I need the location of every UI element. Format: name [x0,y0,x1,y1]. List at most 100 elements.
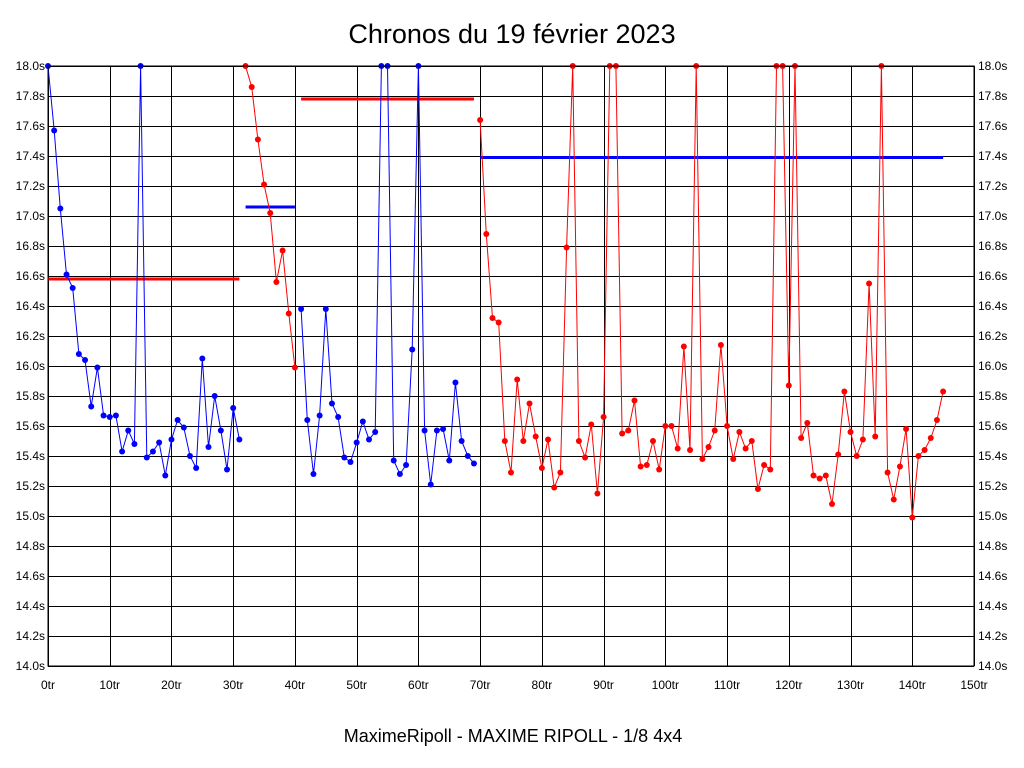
data-point [619,430,626,437]
data-point [575,438,582,444]
data-point [230,405,237,411]
data-point [853,453,860,459]
data-point [909,514,916,521]
data-point [82,357,89,363]
data-point [588,421,595,428]
data-point [668,423,675,429]
data-point [328,400,335,407]
data-point [520,438,527,444]
data-point [538,465,545,471]
y-tick-label-left: 16.6s [16,269,45,283]
y-tick-label-left: 17.0s [16,209,45,223]
data-point [261,181,268,188]
y-tick-label-right: 17.8s [978,89,1007,103]
x-tick-label: 70tr [470,678,491,692]
data-point [649,438,656,444]
data-point [193,465,200,471]
data-point [754,486,761,492]
data-point [884,469,891,476]
y-tick-label-right: 15.6s [978,419,1007,433]
x-tick-label: 140tr [899,678,926,692]
data-point [452,379,459,386]
data-point [532,433,539,440]
data-point [427,481,434,488]
y-tick-label-right: 15.0s [978,509,1007,523]
data-point [254,136,261,143]
data-point [199,355,206,362]
y-tick-label-right: 17.4s [978,149,1007,163]
data-point [131,441,138,447]
data-point [915,453,922,459]
data-point [483,231,490,237]
data-point [409,346,416,353]
data-point [180,424,187,431]
x-tick-label: 30tr [223,678,244,692]
data-point [322,306,329,312]
data-point [903,426,910,432]
data-point [625,427,632,434]
y-tick-label-right: 17.0s [978,209,1007,223]
data-point [267,210,274,216]
data-point [582,454,589,461]
data-point [396,471,403,477]
y-tick-label-left: 14.6s [16,569,45,583]
x-tick-label: 130tr [837,678,864,692]
series-line [47,65,240,476]
data-point [545,436,552,443]
data-point [699,456,706,462]
data-point [631,397,638,404]
data-point [829,501,836,507]
data-point [403,462,410,468]
data-point [705,444,712,450]
data-point [674,445,681,452]
data-point [211,393,218,399]
x-tick-label: 120tr [775,678,802,692]
data-point [526,400,533,407]
data-point [711,427,718,434]
data-point [687,447,694,453]
series-3 [477,63,947,521]
y-tick-label-right: 14.4s [978,599,1007,613]
data-point [298,306,305,312]
data-point [446,457,453,464]
y-tick-label-left: 17.4s [16,149,45,163]
data-point [816,475,823,482]
data-point [767,466,774,473]
data-point [143,454,150,461]
data-point [186,453,193,459]
data-point [921,447,928,453]
chart-title: Chronos du 19 février 2023 [348,19,675,49]
data-point [248,84,255,90]
y-tick-label-left: 17.6s [16,119,45,133]
y-tick-label-right: 17.6s [978,119,1007,133]
data-point [551,484,558,491]
data-point [310,471,317,477]
data-point [600,414,607,420]
data-point [847,429,854,435]
data-point [822,472,829,479]
data-point [94,364,101,371]
data-point [304,417,311,423]
data-point [458,438,465,444]
y-tick-label-right: 16.6s [978,269,1007,283]
x-tick-label: 0tr [41,678,55,692]
data-point [594,490,601,497]
series [45,63,947,521]
data-point [125,427,132,434]
data-point [501,438,508,444]
data-point [359,418,366,425]
data-point [563,244,570,251]
data-point [162,472,169,479]
y-tick-label-left: 14.2s [16,629,45,643]
y-tick-label-left: 17.2s [16,179,45,193]
y-tick-label-left: 16.2s [16,329,45,343]
y-tick-label-right: 15.8s [978,389,1007,403]
data-point [835,451,842,458]
y-tick-label-left: 16.0s [16,359,45,373]
data-point [205,444,212,450]
data-point [933,417,940,423]
data-point [656,466,663,473]
data-point [63,271,70,278]
y-tick-label-right: 14.0s [978,659,1007,673]
